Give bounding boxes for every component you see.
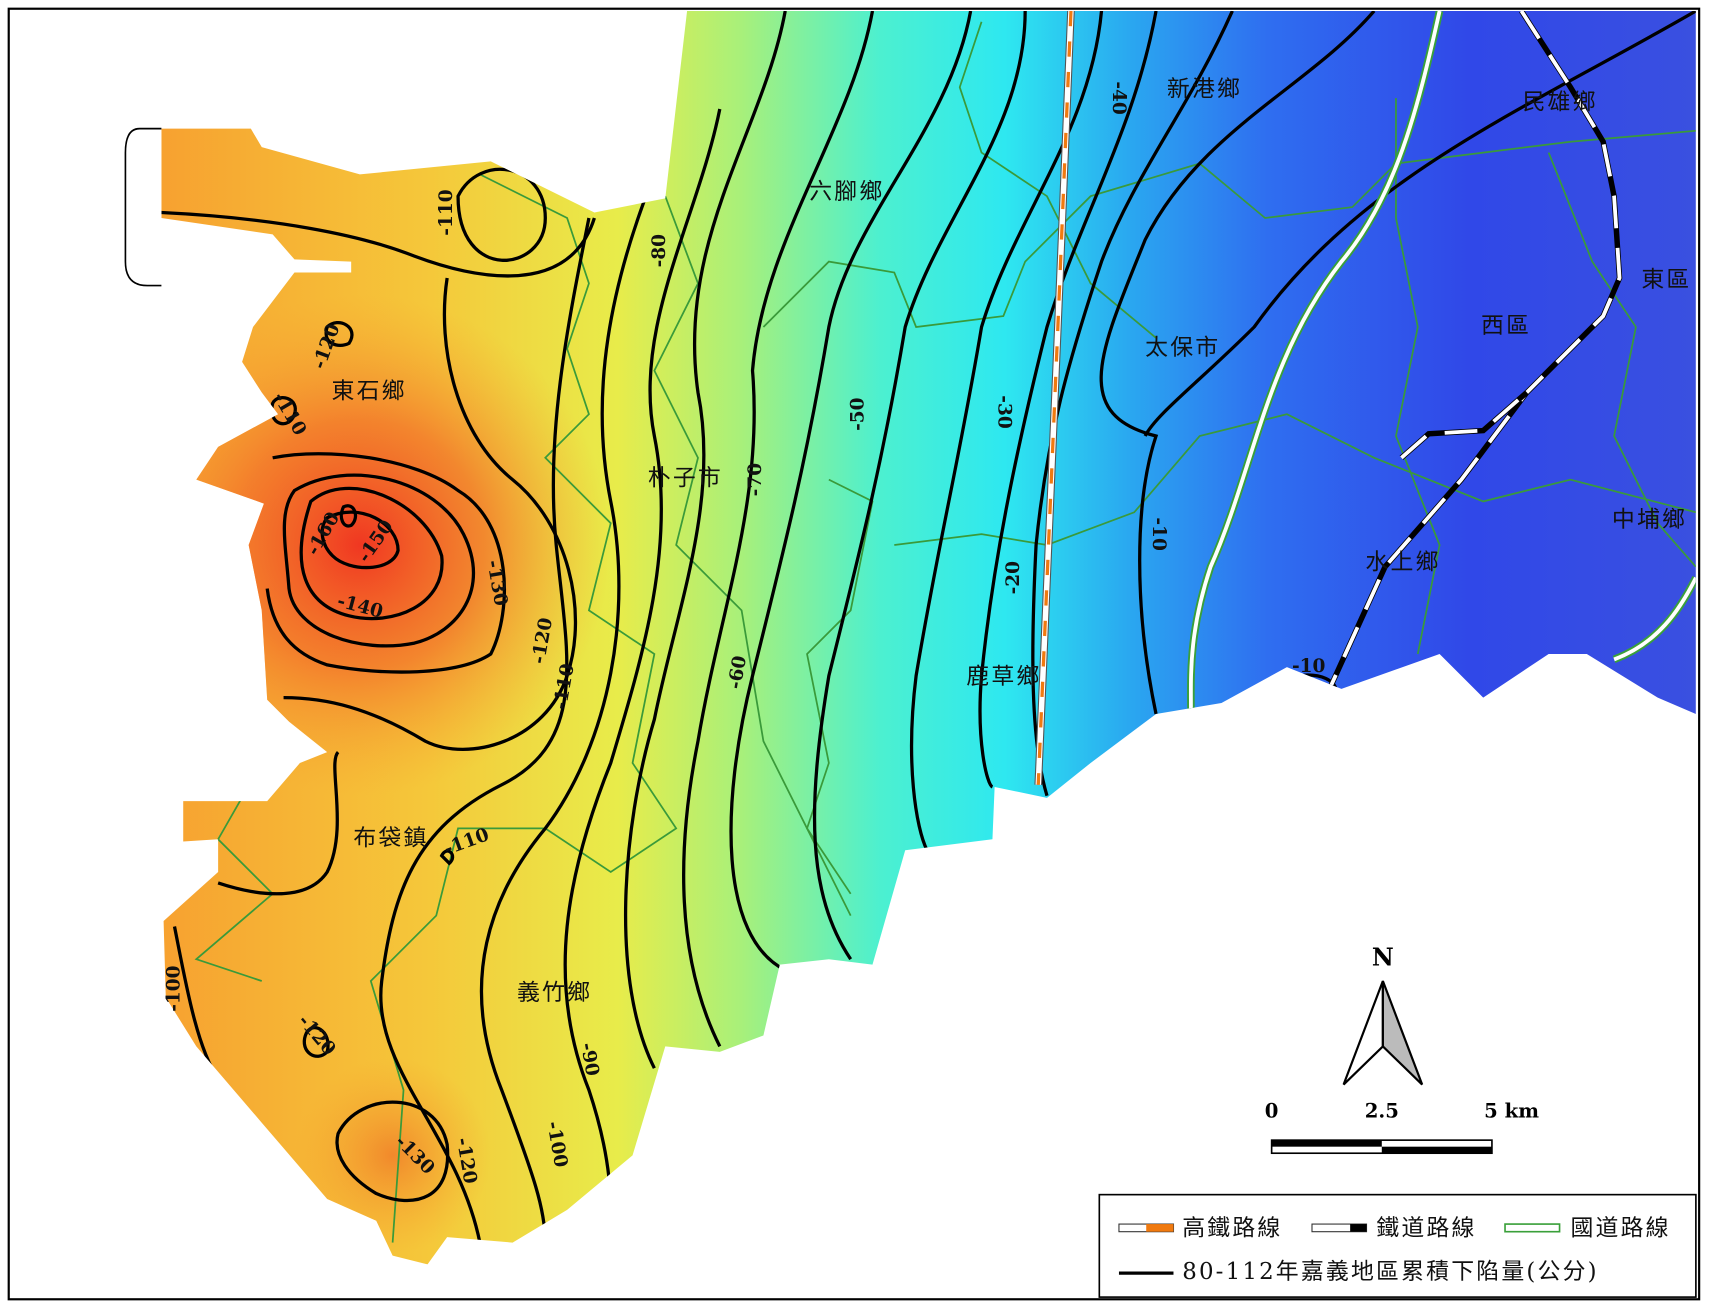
contour-label: -20 xyxy=(1003,561,1024,595)
contour-label: -40 xyxy=(1108,81,1129,115)
contour-label: -110 xyxy=(436,189,457,235)
place-label: 水上鄉 xyxy=(1365,550,1440,576)
place-label: 東石鄉 xyxy=(332,378,407,404)
hsr xyxy=(1034,10,1075,785)
map-body: 新港鄉 民雄鄉 六腳鄉 東區 西區 太保市 東石鄉 朴子市 中埔鄉 水上鄉 鹿草… xyxy=(7,7,1701,1301)
place-labels: 新港鄉 民雄鄉 六腳鄉 東區 西區 太保市 東石鄉 朴子市 中埔鄉 水上鄉 鹿草… xyxy=(332,76,1691,1006)
north-arrow: N xyxy=(1342,943,1424,1086)
place-label: 六腳鄉 xyxy=(809,179,884,205)
legend-label: 80-112年嘉義地區累積下陷量(公分) xyxy=(1182,1259,1599,1285)
contour-label: -10 xyxy=(1292,656,1326,677)
place-label: 中埔鄉 xyxy=(1612,507,1687,533)
place-label: 朴子市 xyxy=(648,466,723,492)
legend: 高鐵路線 鐵道路線 國道路線 80-112年嘉義地區累積下陷量(公分) xyxy=(1098,1193,1697,1298)
place-label: 義竹鄉 xyxy=(517,980,592,1006)
place-label: 太保市 xyxy=(1145,335,1220,361)
scale-bar: 0 2.5 5 km xyxy=(1265,1099,1539,1155)
legend-label: 國道路線 xyxy=(1570,1216,1670,1242)
railway xyxy=(1328,10,1623,688)
contour-label: -10 xyxy=(1148,517,1169,551)
place-label: 民雄鄉 xyxy=(1522,90,1597,116)
contour-label: -80 xyxy=(649,234,670,268)
place-label: 西區 xyxy=(1481,313,1531,339)
place-label: 東區 xyxy=(1641,267,1691,293)
place-label: 鹿草鄉 xyxy=(966,664,1041,690)
contour-label: -70 xyxy=(745,463,766,497)
north-label: N xyxy=(1372,943,1394,972)
place-label: 布袋鎮 xyxy=(353,825,428,851)
legend-label: 高鐵路線 xyxy=(1182,1216,1282,1242)
place-label: 新港鄉 xyxy=(1167,76,1242,102)
scale-label: 0 xyxy=(1265,1099,1279,1122)
legend-label: 鐵道路線 xyxy=(1376,1216,1476,1242)
contour-label: -30 xyxy=(993,395,1014,429)
contour-label: -100 xyxy=(163,965,184,1011)
freeway xyxy=(1187,10,1696,709)
scale-label: 2.5 xyxy=(1365,1099,1399,1122)
contour-label: -50 xyxy=(847,397,868,431)
contours xyxy=(161,10,1696,1243)
scale-label: 5 km xyxy=(1484,1099,1539,1122)
